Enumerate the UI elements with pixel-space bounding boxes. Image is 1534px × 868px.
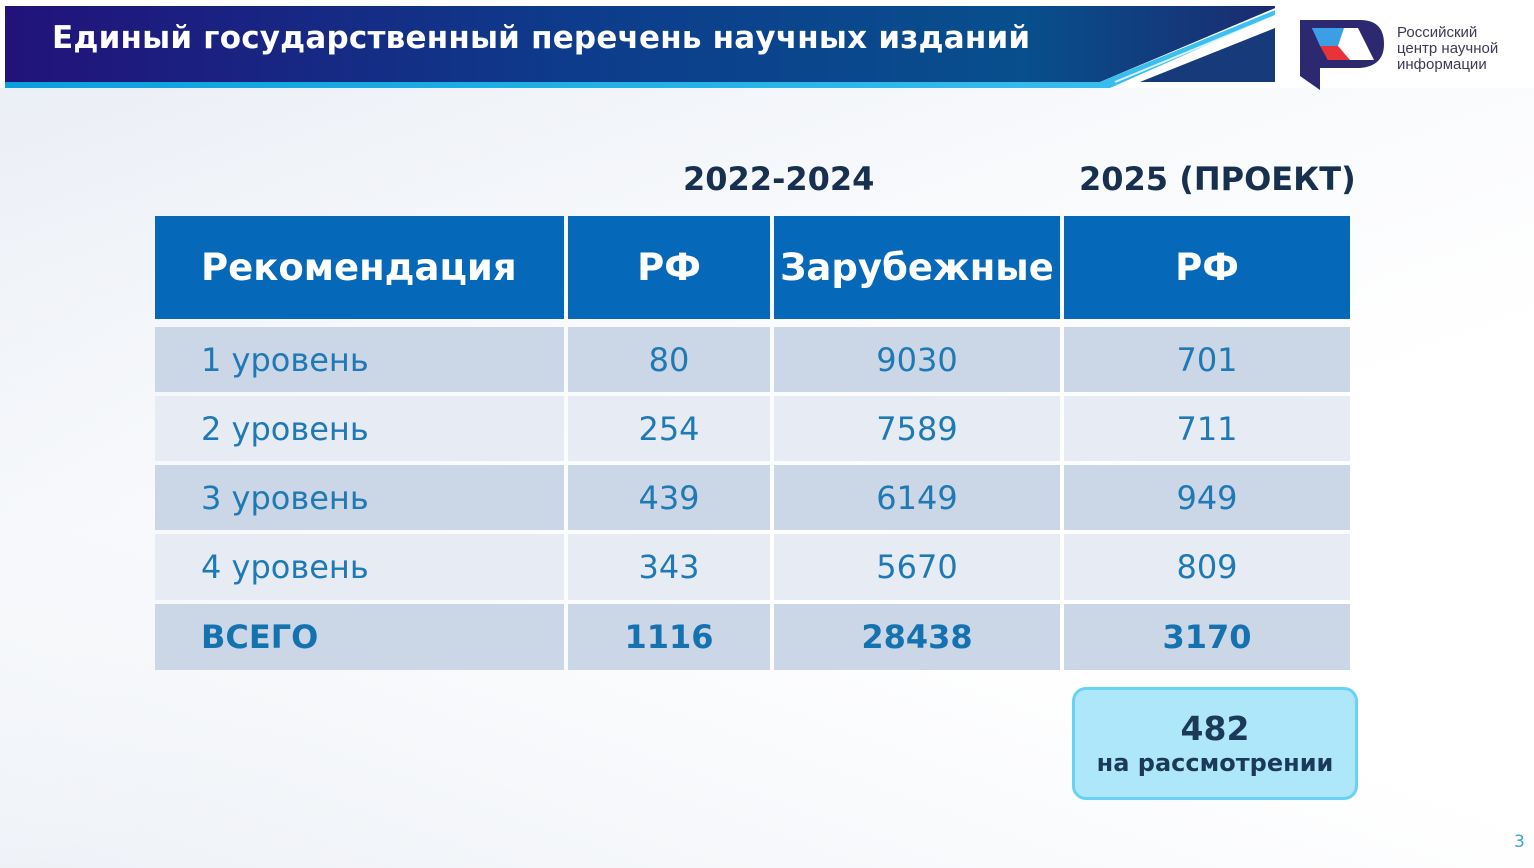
header-rf-2022: РФ xyxy=(568,216,770,319)
table-cell: 5670 xyxy=(774,534,1060,600)
table-total-cell: 3170 xyxy=(1064,604,1350,670)
header-recommendation: Рекомендация xyxy=(155,216,564,319)
header-banner xyxy=(5,6,1275,88)
table-total-cell: 28438 xyxy=(774,604,1060,670)
table-cell: 6149 xyxy=(774,465,1060,530)
logo-line-1: Российский xyxy=(1397,24,1478,41)
review-count: 482 xyxy=(1180,709,1250,748)
table-row-label: 3 уровень xyxy=(155,465,564,530)
page-title: Единый государственный перечень научных … xyxy=(52,20,1031,56)
slide-number: 3 xyxy=(1514,832,1525,852)
table-total-cell: 1116 xyxy=(568,604,770,670)
table-cell: 701 xyxy=(1064,327,1350,392)
table-cell: 343 xyxy=(568,534,770,600)
table-cell: 254 xyxy=(568,396,770,461)
table-row-label: 2 уровень xyxy=(155,396,564,461)
logo-line-3: информации xyxy=(1397,56,1487,73)
table-row-label: 1 уровень xyxy=(155,327,564,392)
table-cell: 949 xyxy=(1064,465,1350,530)
table-cell: 80 xyxy=(568,327,770,392)
header-rf-2025: РФ xyxy=(1064,216,1350,319)
logo-line-2: центр научной xyxy=(1397,40,1499,57)
period-label-2022-2024: 2022-2024 xyxy=(683,160,875,198)
table-cell: 7589 xyxy=(774,396,1060,461)
logo-text: Российский центр научной информации xyxy=(1397,25,1498,73)
header-foreign: Зарубежные xyxy=(774,216,1060,319)
period-label-2025-project: 2025 (ПРОЕКТ) xyxy=(1079,160,1356,198)
table-cell: 439 xyxy=(568,465,770,530)
table-cell: 9030 xyxy=(774,327,1060,392)
table-cell: 809 xyxy=(1064,534,1350,600)
under-review-box: 482 на рассмотрении xyxy=(1072,687,1358,800)
table-row-label: 4 уровень xyxy=(155,534,564,600)
table-total-label: ВСЕГО xyxy=(155,604,564,670)
table-cell: 711 xyxy=(1064,396,1350,461)
review-label: на рассмотрении xyxy=(1096,749,1334,777)
rcni-logo-icon xyxy=(1298,18,1386,94)
